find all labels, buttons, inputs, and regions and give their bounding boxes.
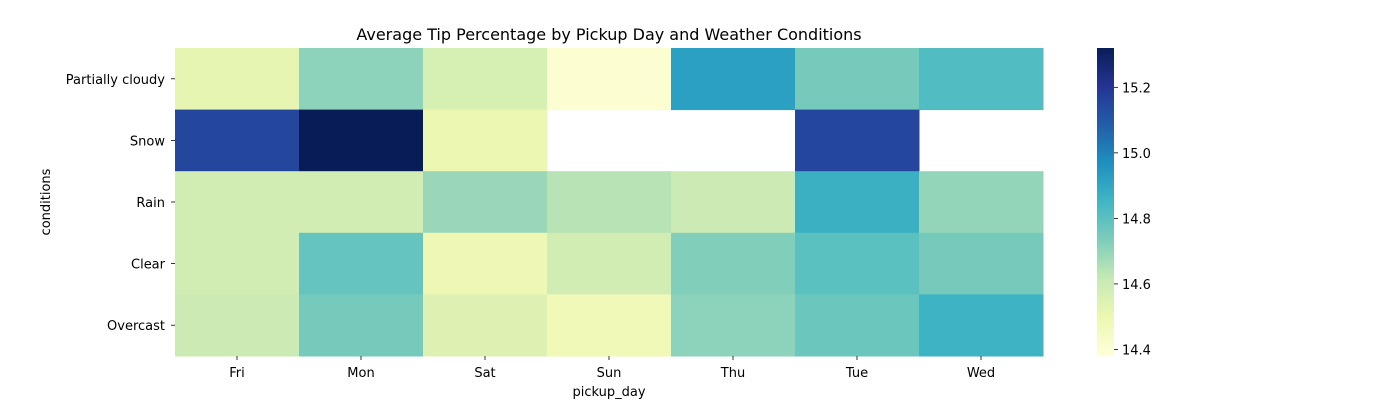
y-tick-label: Clear bbox=[131, 258, 166, 273]
heatmap-cell bbox=[423, 294, 548, 357]
heatmap-cell bbox=[299, 48, 424, 111]
colorbar-tick-label: 14.8 bbox=[1122, 212, 1151, 227]
x-tick-label: Tue bbox=[845, 366, 868, 381]
colorbar-gradient bbox=[1097, 48, 1114, 356]
x-tick-label: Sun bbox=[597, 366, 622, 381]
y-tick-label: Overcast bbox=[107, 319, 165, 334]
chart-title: Average Tip Percentage by Pickup Day and… bbox=[356, 25, 861, 44]
heatmap-cell bbox=[919, 294, 1044, 357]
colorbar-ticks: 14.4 14.6 14.8 15.0 15.2 bbox=[1114, 81, 1151, 358]
heatmap-cell bbox=[795, 232, 920, 295]
heatmap-cell bbox=[547, 48, 672, 111]
heatmap-cell bbox=[919, 48, 1044, 111]
colorbar-tick-label: 14.4 bbox=[1122, 343, 1151, 358]
y-axis-ticks: Partially cloudy Snow Rain Clear Overcast bbox=[66, 73, 175, 334]
heatmap-cell bbox=[919, 171, 1044, 234]
heatmap-cell bbox=[175, 232, 300, 295]
heatmap-cell bbox=[299, 109, 424, 172]
x-tick-label: Wed bbox=[967, 366, 995, 381]
heatmap-cell bbox=[423, 171, 548, 234]
heatmap-cell bbox=[423, 109, 548, 172]
heatmap-cell bbox=[175, 48, 300, 111]
x-tick-label: Mon bbox=[347, 366, 374, 381]
heatmap-cell bbox=[299, 232, 424, 295]
x-axis-title: pickup_day bbox=[572, 385, 645, 400]
heatmap-cell bbox=[795, 48, 920, 111]
x-axis-ticks: Fri Mon Sat Sun Thu Tue Wed bbox=[229, 356, 995, 381]
y-axis-title: conditions bbox=[39, 168, 54, 235]
colorbar-tick-label: 15.2 bbox=[1122, 81, 1151, 96]
y-tick-label: Partially cloudy bbox=[66, 73, 165, 88]
heatmap-cell bbox=[423, 48, 548, 111]
colorbar: 14.4 14.6 14.8 15.0 15.2 bbox=[1097, 48, 1151, 358]
heatmap-cell bbox=[547, 232, 672, 295]
y-tick-label: Snow bbox=[130, 134, 165, 149]
heatmap-cell bbox=[795, 109, 920, 172]
heatmap-cell bbox=[299, 171, 424, 234]
heatmap-cell bbox=[547, 171, 672, 234]
heatmap-cell bbox=[671, 48, 796, 111]
heatmap-cell bbox=[299, 294, 424, 357]
heatmap-cell bbox=[175, 294, 300, 357]
x-tick-label: Sat bbox=[474, 366, 495, 381]
heatmap-cells bbox=[175, 48, 1044, 357]
colorbar-tick-label: 15.0 bbox=[1122, 147, 1151, 162]
x-tick-label: Fri bbox=[229, 366, 245, 381]
heatmap-cell bbox=[175, 109, 300, 172]
heatmap-cell bbox=[795, 294, 920, 357]
heatmap-cell bbox=[175, 171, 300, 234]
x-tick-label: Thu bbox=[720, 366, 745, 381]
heatmap-cell bbox=[671, 294, 796, 357]
heatmap-cell bbox=[795, 171, 920, 234]
y-tick-label: Rain bbox=[136, 196, 165, 211]
heatmap-cell bbox=[547, 294, 672, 357]
colorbar-tick-label: 14.6 bbox=[1122, 278, 1151, 293]
heatmap-cell bbox=[671, 171, 796, 234]
heatmap-cell bbox=[423, 232, 548, 295]
heatmap-cell bbox=[671, 232, 796, 295]
heatmap-cell bbox=[919, 232, 1044, 295]
